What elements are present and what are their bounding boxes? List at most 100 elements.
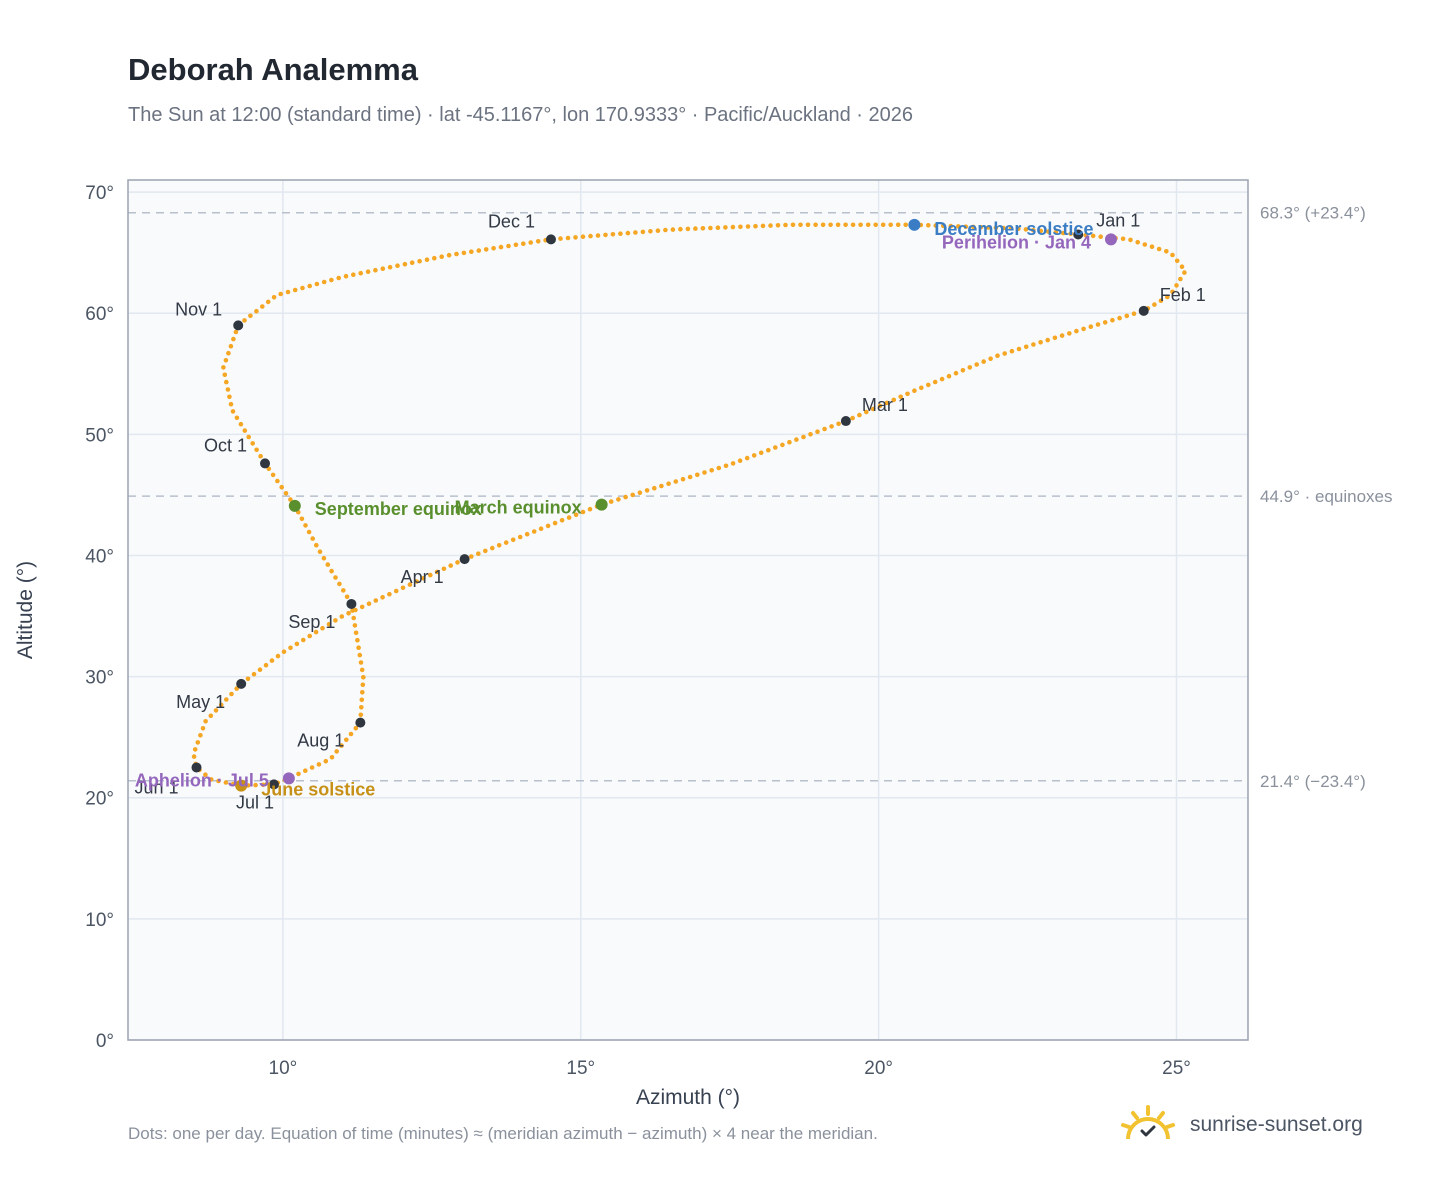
day-dot: [829, 424, 834, 429]
brand-logo[interactable]: sunrise-sunset.org: [1120, 1100, 1363, 1150]
day-dot: [275, 653, 281, 659]
day-dot: [768, 223, 773, 228]
day-dot: [723, 463, 729, 469]
day-dot: [693, 226, 698, 231]
day-dot: [1083, 232, 1088, 238]
day-dot: [307, 633, 313, 639]
month-marker: [268, 779, 279, 790]
day-dot: [573, 512, 579, 518]
day-dot: [231, 336, 236, 342]
day-dot: [730, 224, 736, 230]
day-dot: [343, 273, 349, 279]
day-dot: [294, 641, 300, 647]
day-dot: [326, 622, 332, 627]
day-dot: [737, 458, 743, 464]
day-dot: [225, 387, 231, 392]
day-dot: [250, 441, 255, 446]
day-dot: [1170, 252, 1175, 258]
day-dot: [229, 691, 234, 697]
day-dot: [1023, 344, 1029, 350]
day-dot: [303, 523, 308, 528]
day-dot: [355, 637, 360, 643]
day-dot: [203, 772, 208, 777]
day-dot: [278, 291, 284, 297]
day-dot: [1009, 348, 1015, 354]
day-dot: [213, 708, 219, 713]
day-dot: [224, 697, 229, 702]
day-dot: [1081, 326, 1086, 332]
reference-line-label: 68.3° (+23.4°): [1260, 204, 1366, 223]
event-marker: [595, 498, 608, 511]
day-dot: [558, 236, 563, 241]
day-dot: [285, 289, 291, 295]
event-marker: [288, 499, 301, 512]
day-dot: [316, 762, 322, 767]
day-dot: [971, 224, 976, 230]
day-dot: [974, 362, 979, 367]
day-dot: [673, 479, 679, 484]
day-dot: [439, 254, 445, 259]
month-marker: [233, 320, 244, 331]
month-marker: [191, 762, 202, 773]
day-dot: [616, 497, 621, 502]
day-dot: [1158, 298, 1164, 304]
day-dot: [380, 266, 386, 272]
day-dot: [356, 645, 361, 650]
day-dot: [513, 242, 519, 248]
x-tick-label: 10°: [269, 1058, 298, 1079]
day-dot: [254, 308, 259, 314]
day-dot: [760, 223, 766, 229]
day-dot: [850, 415, 855, 421]
footnote: Dots: one per day. Equation of time (min…: [128, 1124, 878, 1143]
x-tick-label: 15°: [566, 1058, 595, 1079]
day-dot: [670, 227, 676, 232]
day-dot: [1059, 333, 1065, 338]
x-axis-label: Azimuth (°): [636, 1086, 740, 1109]
day-dot: [448, 563, 454, 568]
day-dot: [956, 224, 961, 229]
day-dot: [469, 249, 474, 254]
day-dot: [828, 222, 833, 228]
plot-frame: [127, 179, 1249, 1041]
day-dot: [227, 394, 232, 400]
day-dot: [610, 232, 616, 237]
day-dot: [380, 595, 385, 600]
day-dot: [333, 575, 338, 580]
day-dot: [652, 485, 657, 491]
day-dot: [559, 518, 565, 523]
day-dot: [946, 373, 952, 379]
day-dot: [595, 233, 601, 238]
day-dot: [254, 447, 259, 453]
month-marker: [236, 678, 247, 689]
event-marker: [282, 772, 295, 785]
day-dot: [387, 591, 392, 597]
day-dot: [483, 548, 488, 554]
day-dot: [329, 568, 334, 574]
month-marker: [1138, 305, 1149, 316]
day-dot: [321, 279, 327, 285]
day-dot: [858, 222, 863, 228]
day-dot: [695, 472, 700, 478]
x-tick-label: 25°: [1162, 1058, 1191, 1079]
y-axis-label: Altitude (°): [14, 561, 37, 659]
day-dot: [288, 497, 293, 502]
day-dot: [873, 222, 878, 228]
day-dot: [361, 675, 366, 680]
event-label: Perihelion · Jan 4: [942, 232, 1091, 252]
day-dot: [986, 225, 991, 230]
reference-line-label: 21.4° (−23.4°): [1260, 772, 1366, 791]
day-dot: [348, 731, 354, 737]
day-dot: [428, 572, 433, 578]
day-dot: [1152, 302, 1157, 307]
day-dot: [565, 235, 571, 241]
day-dot: [1016, 226, 1021, 231]
event-label: Aphelion · Jul 5: [135, 770, 269, 790]
day-dot: [373, 598, 379, 603]
day-dot: [1117, 315, 1122, 321]
day-dot: [260, 304, 265, 309]
day-dot: [573, 235, 578, 240]
analemma-dots: [191, 222, 1187, 788]
day-dot: [822, 426, 827, 432]
day-dot: [963, 224, 969, 229]
brand-text: sunrise-sunset.org: [1190, 1113, 1363, 1136]
